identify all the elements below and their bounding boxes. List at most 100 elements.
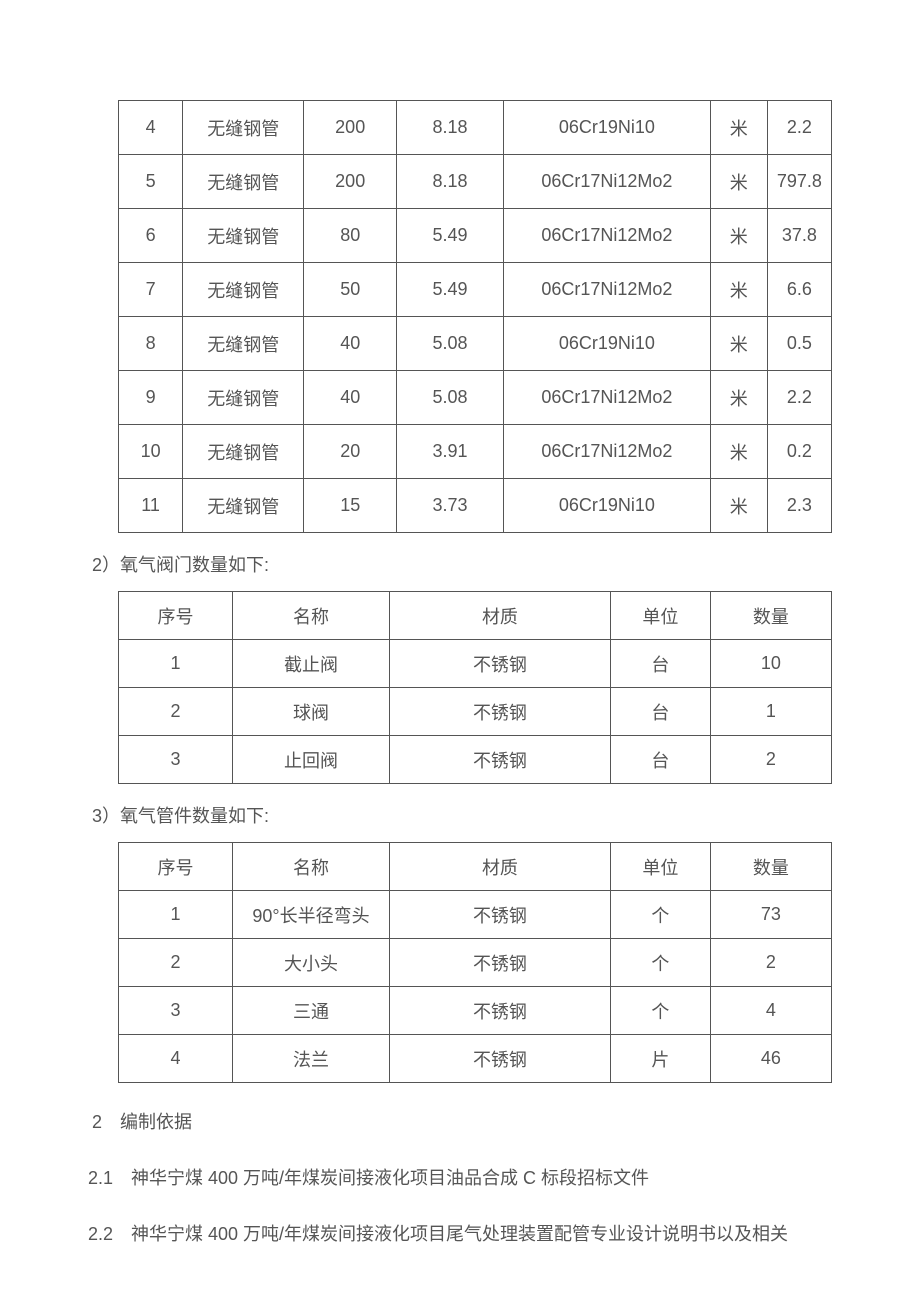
table-cell: 40 <box>304 317 397 371</box>
table-cell: 5.49 <box>397 263 504 317</box>
table-cell: 台 <box>610 640 710 688</box>
table-cell: 10 <box>710 640 831 688</box>
table-cell: 台 <box>610 688 710 736</box>
table-cell: 06Cr17Ni12Mo2 <box>503 371 710 425</box>
table-cell: 06Cr19Ni10 <box>503 479 710 533</box>
table-cell: 不锈钢 <box>389 640 610 688</box>
table-cell: 5.08 <box>397 317 504 371</box>
table-cell: 不锈钢 <box>389 987 610 1035</box>
valve-row: 2球阀不锈钢台1 <box>119 688 832 736</box>
table-cell: 三通 <box>233 987 390 1035</box>
table-cell: 台 <box>610 736 710 784</box>
table-cell: 5 <box>119 155 183 209</box>
valve-row: 1截止阀不锈钢台10 <box>119 640 832 688</box>
table-cell: 2 <box>119 939 233 987</box>
section-heading: 2 编制依据 <box>92 1105 832 1139</box>
table-cell: 5.49 <box>397 209 504 263</box>
table-cell: 11 <box>119 479 183 533</box>
table-cell: 2.3 <box>767 479 831 533</box>
fitting-row: 4法兰不锈钢片46 <box>119 1035 832 1083</box>
table-cell: 无缝钢管 <box>183 263 304 317</box>
table-cell: 4 <box>710 987 831 1035</box>
pipe-row: 9无缝钢管405.0806Cr17Ni12Mo2米2.2 <box>119 371 832 425</box>
table-cell: 8 <box>119 317 183 371</box>
table-header-cell: 序号 <box>119 843 233 891</box>
table-cell: 06Cr19Ni10 <box>503 317 710 371</box>
fitting-caption: 3）氧气管件数量如下: <box>92 802 832 828</box>
table-cell: 200 <box>304 155 397 209</box>
table-cell: 0.5 <box>767 317 831 371</box>
table-header-cell: 单位 <box>610 843 710 891</box>
table-header-cell: 名称 <box>233 843 390 891</box>
table-cell: 06Cr17Ni12Mo2 <box>503 263 710 317</box>
pipe-row: 6无缝钢管805.4906Cr17Ni12Mo2米37.8 <box>119 209 832 263</box>
table-cell: 不锈钢 <box>389 891 610 939</box>
table-cell: 无缝钢管 <box>183 425 304 479</box>
table-header-row: 序号名称材质单位数量 <box>119 592 832 640</box>
table-cell: 个 <box>610 987 710 1035</box>
table-cell: 2.2 <box>767 371 831 425</box>
pipe-row: 4无缝钢管2008.1806Cr19Ni10米2.2 <box>119 101 832 155</box>
table-cell: 2.2 <box>767 101 831 155</box>
table-cell: 10 <box>119 425 183 479</box>
pipe-row: 5无缝钢管2008.1806Cr17Ni12Mo2米797.8 <box>119 155 832 209</box>
table-cell: 80 <box>304 209 397 263</box>
table-cell: 3.91 <box>397 425 504 479</box>
table-cell: 1 <box>710 688 831 736</box>
table-cell: 2 <box>710 939 831 987</box>
table-cell: 片 <box>610 1035 710 1083</box>
table-cell: 无缝钢管 <box>183 101 304 155</box>
table-header-cell: 序号 <box>119 592 233 640</box>
table-cell: 米 <box>710 317 767 371</box>
table-cell: 2 <box>710 736 831 784</box>
table-cell: 1 <box>119 640 233 688</box>
table-cell: 9 <box>119 371 183 425</box>
valve-table: 序号名称材质单位数量1截止阀不锈钢台102球阀不锈钢台13止回阀不锈钢台2 <box>118 591 832 784</box>
table-cell: 不锈钢 <box>389 939 610 987</box>
table-cell: 2 <box>119 688 233 736</box>
table-cell: 15 <box>304 479 397 533</box>
table-cell: 7 <box>119 263 183 317</box>
table-cell: 米 <box>710 155 767 209</box>
table-cell: 6 <box>119 209 183 263</box>
table-cell: 06Cr17Ni12Mo2 <box>503 425 710 479</box>
pipe-row: 11无缝钢管153.7306Cr19Ni10米2.3 <box>119 479 832 533</box>
table-cell: 不锈钢 <box>389 736 610 784</box>
valve-caption: 2）氧气阀门数量如下: <box>92 551 832 577</box>
table-cell: 无缝钢管 <box>183 479 304 533</box>
table-cell: 无缝钢管 <box>183 317 304 371</box>
basis-item-2: 2.2 神华宁煤 400 万吨/年煤炭间接液化项目尾气处理装置配管专业设计说明书… <box>88 1217 832 1251</box>
table-cell: 米 <box>710 371 767 425</box>
table-cell: 40 <box>304 371 397 425</box>
table-cell: 797.8 <box>767 155 831 209</box>
table-header-cell: 材质 <box>389 592 610 640</box>
table-cell: 止回阀 <box>233 736 390 784</box>
table-cell: 200 <box>304 101 397 155</box>
table-cell: 米 <box>710 101 767 155</box>
basis-item-1: 2.1 神华宁煤 400 万吨/年煤炭间接液化项目油品合成 C 标段招标文件 <box>88 1161 832 1195</box>
table-cell: 4 <box>119 101 183 155</box>
table-cell: 8.18 <box>397 155 504 209</box>
table-cell: 5.08 <box>397 371 504 425</box>
table-header-cell: 材质 <box>389 843 610 891</box>
table-cell: 法兰 <box>233 1035 390 1083</box>
table-cell: 50 <box>304 263 397 317</box>
table-cell: 20 <box>304 425 397 479</box>
pipe-row: 10无缝钢管203.9106Cr17Ni12Mo2米0.2 <box>119 425 832 479</box>
fitting-row: 2大小头不锈钢个2 <box>119 939 832 987</box>
table-cell: 37.8 <box>767 209 831 263</box>
table-cell: 大小头 <box>233 939 390 987</box>
table-cell: 6.6 <box>767 263 831 317</box>
table-cell: 球阀 <box>233 688 390 736</box>
table-cell: 1 <box>119 891 233 939</box>
fitting-table: 序号名称材质单位数量190°长半径弯头不锈钢个732大小头不锈钢个23三通不锈钢… <box>118 842 832 1083</box>
table-cell: 46 <box>710 1035 831 1083</box>
table-cell: 截止阀 <box>233 640 390 688</box>
table-cell: 3 <box>119 987 233 1035</box>
table-header-cell: 名称 <box>233 592 390 640</box>
table-cell: 06Cr19Ni10 <box>503 101 710 155</box>
table-cell: 米 <box>710 263 767 317</box>
table-cell: 8.18 <box>397 101 504 155</box>
table-header-cell: 单位 <box>610 592 710 640</box>
table-cell: 06Cr17Ni12Mo2 <box>503 209 710 263</box>
